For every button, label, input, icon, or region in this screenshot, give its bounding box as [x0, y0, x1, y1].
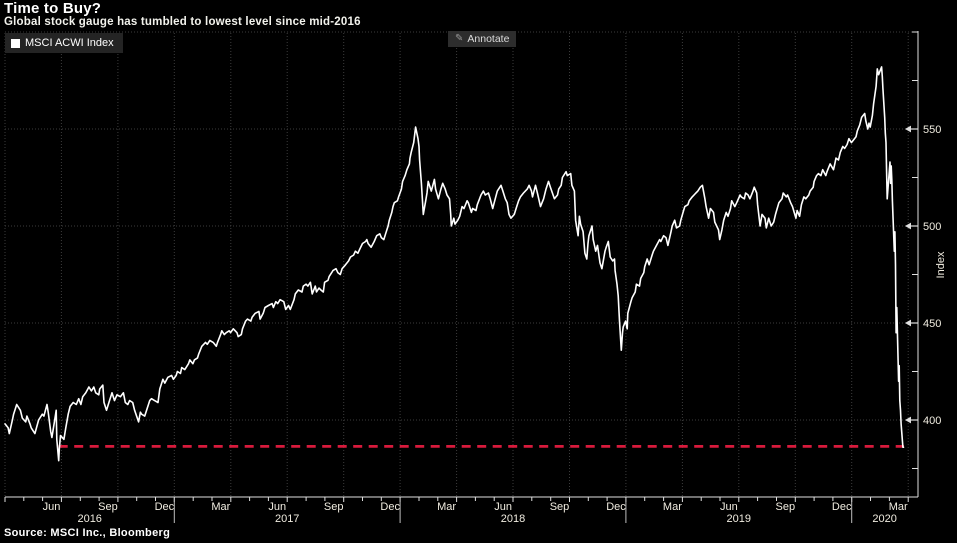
x-year-label: 2016	[77, 513, 101, 525]
x-year-label: 2017	[275, 513, 299, 525]
x-month-label: Dec	[380, 501, 400, 513]
chart-title: Time to Buy?	[4, 0, 102, 17]
x-year-label: 2018	[501, 513, 525, 525]
x-month-label: Sep	[550, 501, 570, 513]
y-tick-arrow-icon	[905, 319, 911, 327]
x-month-label: Mar	[437, 501, 456, 513]
x-month-label: Jun	[720, 501, 738, 513]
y-axis-title: Index	[935, 251, 947, 279]
x-month-label: Dec	[832, 501, 852, 513]
x-year-label: 2019	[727, 513, 751, 525]
y-tick-label: 500	[923, 221, 941, 233]
y-tick-label: 550	[923, 124, 941, 136]
x-month-label: Jun	[43, 501, 61, 513]
x-month-label: Dec	[606, 501, 626, 513]
series-legend[interactable]: MSCI ACWI Index	[5, 33, 123, 53]
x-month-label: Sep	[324, 501, 344, 513]
x-month-label: Sep	[98, 501, 118, 513]
x-month-label: Mar	[889, 501, 908, 513]
x-year-label: 2020	[872, 513, 896, 525]
x-month-label: Jun	[268, 501, 286, 513]
x-month-label: Mar	[211, 501, 230, 513]
source-line: Source: MSCI Inc., Bloomberg	[4, 527, 171, 539]
x-month-label: Dec	[155, 501, 175, 513]
y-tick-label: 450	[923, 318, 941, 330]
chart-subtitle: Global stock gauge has tumbled to lowest…	[4, 16, 361, 28]
price-line	[4, 66, 905, 462]
y-tick-label: 400	[923, 415, 941, 427]
x-month-label: Jun	[494, 501, 512, 513]
series-swatch-icon	[11, 38, 20, 48]
pencil-icon: ✎	[455, 33, 464, 44]
series-legend-label: MSCI ACWI Index	[25, 37, 114, 49]
x-month-label: Sep	[776, 501, 796, 513]
y-tick-arrow-icon	[905, 416, 911, 424]
x-month-label: Mar	[663, 501, 682, 513]
y-tick-arrow-icon	[905, 125, 911, 133]
annotate-button[interactable]: ✎ Annotate	[448, 31, 517, 47]
annotate-button-label: Annotate	[467, 33, 510, 45]
y-tick-arrow-icon	[905, 222, 911, 230]
